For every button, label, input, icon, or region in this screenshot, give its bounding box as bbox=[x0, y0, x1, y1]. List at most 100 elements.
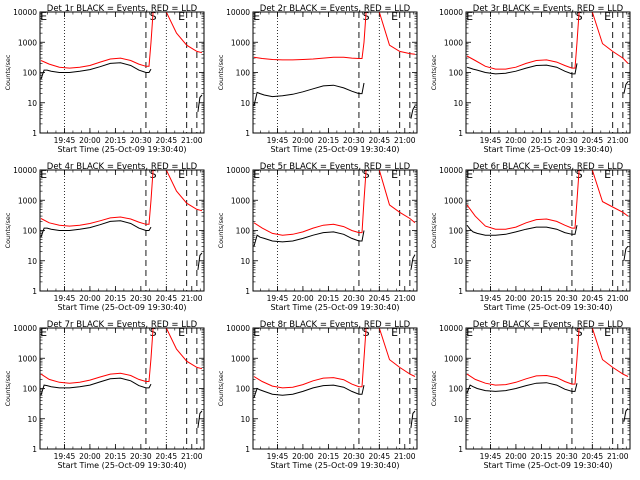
x-tick-label: 20:30 bbox=[130, 136, 152, 145]
events-series-line bbox=[410, 410, 416, 428]
detector-panel: Det 5r BLACK = Events, RED = LLD Counts/s… bbox=[217, 162, 418, 312]
events-series-line bbox=[197, 252, 203, 270]
y-axis-label: Counts/sec bbox=[4, 212, 12, 248]
detector-panel: Det 3r BLACK = Events, RED = LLD Counts/s… bbox=[430, 4, 631, 154]
y-axis-label: Counts/sec bbox=[217, 370, 225, 406]
y-tick-label: 1 bbox=[245, 129, 250, 138]
chart-title: Det 1r BLACK = Events, RED = LLD bbox=[47, 4, 198, 14]
y-tick-label: 1 bbox=[32, 129, 37, 138]
x-axis-label: Start Time (25-Oct-09 19:30:40) bbox=[483, 145, 612, 154]
y-tick-label: 1 bbox=[245, 287, 250, 296]
x-tick-label: 20:00 bbox=[505, 452, 527, 461]
events-series-line bbox=[197, 94, 203, 112]
chart-title: Det 9r BLACK = Events, RED = LLD bbox=[473, 320, 624, 330]
y-tick-label: 1000 bbox=[444, 38, 463, 47]
y-tick-label: 10000 bbox=[226, 166, 250, 175]
x-axis-label: Start Time (25-Oct-09 19:30:40) bbox=[483, 461, 612, 470]
x-tick-label: 21:00 bbox=[394, 294, 416, 303]
x-tick-label: 20:30 bbox=[556, 294, 578, 303]
x-tick-label: 20:45 bbox=[155, 136, 177, 145]
lld-series-line bbox=[253, 328, 416, 389]
y-tick-label: 10000 bbox=[13, 324, 37, 333]
region-annotation: E bbox=[466, 10, 473, 23]
detector-panel: Det 4r BLACK = Events, RED = LLD Counts/s… bbox=[4, 162, 205, 312]
plot-frame bbox=[465, 327, 631, 450]
events-series-line bbox=[253, 82, 365, 106]
region-annotation: E bbox=[391, 326, 398, 339]
x-tick-label: 20:30 bbox=[556, 136, 578, 145]
events-series-line bbox=[197, 410, 203, 428]
y-tick-label: 10000 bbox=[439, 324, 463, 333]
region-annotation: E bbox=[466, 168, 473, 181]
x-tick-label: 20:45 bbox=[155, 294, 177, 303]
y-tick-label: 100 bbox=[23, 69, 38, 78]
y-tick-label: 10 bbox=[453, 257, 463, 266]
events-series-line bbox=[410, 105, 416, 119]
y-tick-label: 1 bbox=[32, 445, 37, 454]
events-series-line bbox=[253, 230, 365, 247]
y-tick-label: 1000 bbox=[444, 196, 463, 205]
x-tick-label: 20:15 bbox=[531, 294, 553, 303]
x-tick-label: 20:00 bbox=[505, 136, 527, 145]
y-tick-label: 1 bbox=[32, 287, 37, 296]
y-tick-label: 10 bbox=[240, 99, 250, 108]
y-tick-label: 10000 bbox=[226, 8, 250, 17]
x-tick-label: 21:00 bbox=[181, 452, 203, 461]
lld-series-line bbox=[253, 12, 416, 61]
x-tick-label: 19:45 bbox=[480, 452, 502, 461]
x-tick-label: 20:30 bbox=[343, 452, 365, 461]
y-tick-label: 100 bbox=[236, 69, 251, 78]
events-series-line bbox=[623, 81, 629, 94]
x-tick-label: 20:45 bbox=[368, 136, 390, 145]
region-annotation: E bbox=[178, 326, 185, 339]
y-tick-label: 10 bbox=[240, 257, 250, 266]
lld-series-line bbox=[466, 328, 629, 386]
lld-series-line bbox=[466, 170, 629, 230]
y-tick-label: 1000 bbox=[18, 354, 37, 363]
x-tick-label: 19:45 bbox=[54, 452, 76, 461]
plot-frame bbox=[39, 169, 205, 292]
x-tick-label: 20:45 bbox=[581, 136, 603, 145]
chart-title: Det 5r BLACK = Events, RED = LLD bbox=[260, 162, 411, 172]
y-tick-label: 1 bbox=[458, 287, 463, 296]
y-tick-label: 1000 bbox=[231, 196, 250, 205]
chart-title: Det 2r BLACK = Events, RED = LLD bbox=[260, 4, 411, 14]
region-annotation: E bbox=[40, 10, 47, 23]
y-tick-label: 10000 bbox=[13, 8, 37, 17]
y-tick-label: 10 bbox=[27, 257, 37, 266]
region-annotation: E bbox=[391, 10, 398, 23]
y-tick-label: 10000 bbox=[13, 166, 37, 175]
y-tick-label: 10 bbox=[453, 415, 463, 424]
plot-frame bbox=[465, 169, 631, 292]
lld-series-line bbox=[40, 170, 203, 227]
x-tick-label: 20:00 bbox=[505, 294, 527, 303]
y-tick-label: 10 bbox=[453, 99, 463, 108]
x-tick-label: 20:45 bbox=[581, 452, 603, 461]
y-axis-label: Counts/sec bbox=[430, 54, 438, 90]
y-axis-label: Counts/sec bbox=[217, 54, 225, 90]
y-tick-label: 10 bbox=[240, 415, 250, 424]
y-tick-label: 100 bbox=[449, 227, 464, 236]
x-tick-label: 20:00 bbox=[79, 452, 101, 461]
x-tick-label: 19:45 bbox=[480, 294, 502, 303]
y-axis-label: Counts/sec bbox=[430, 370, 438, 406]
x-tick-label: 20:15 bbox=[531, 136, 553, 145]
x-tick-label: 21:00 bbox=[181, 294, 203, 303]
x-axis-label: Start Time (25-Oct-09 19:30:40) bbox=[270, 145, 399, 154]
region-annotation: E bbox=[253, 326, 260, 339]
events-series-line bbox=[253, 384, 365, 398]
x-tick-label: 20:00 bbox=[79, 294, 101, 303]
x-tick-label: 20:00 bbox=[292, 136, 314, 145]
region-annotation: E bbox=[604, 168, 611, 181]
events-series-line bbox=[466, 382, 578, 394]
x-tick-label: 20:45 bbox=[368, 452, 390, 461]
x-axis-label: Start Time (25-Oct-09 19:30:40) bbox=[270, 303, 399, 312]
x-tick-label: 21:00 bbox=[607, 452, 629, 461]
events-series-line bbox=[40, 220, 152, 238]
plot-frame bbox=[39, 11, 205, 134]
plot-frame bbox=[39, 327, 205, 450]
y-axis-label: Counts/sec bbox=[4, 370, 12, 406]
chart-title: Det 6r BLACK = Events, RED = LLD bbox=[473, 162, 624, 172]
y-tick-label: 10000 bbox=[226, 324, 250, 333]
x-tick-label: 19:45 bbox=[267, 136, 289, 145]
